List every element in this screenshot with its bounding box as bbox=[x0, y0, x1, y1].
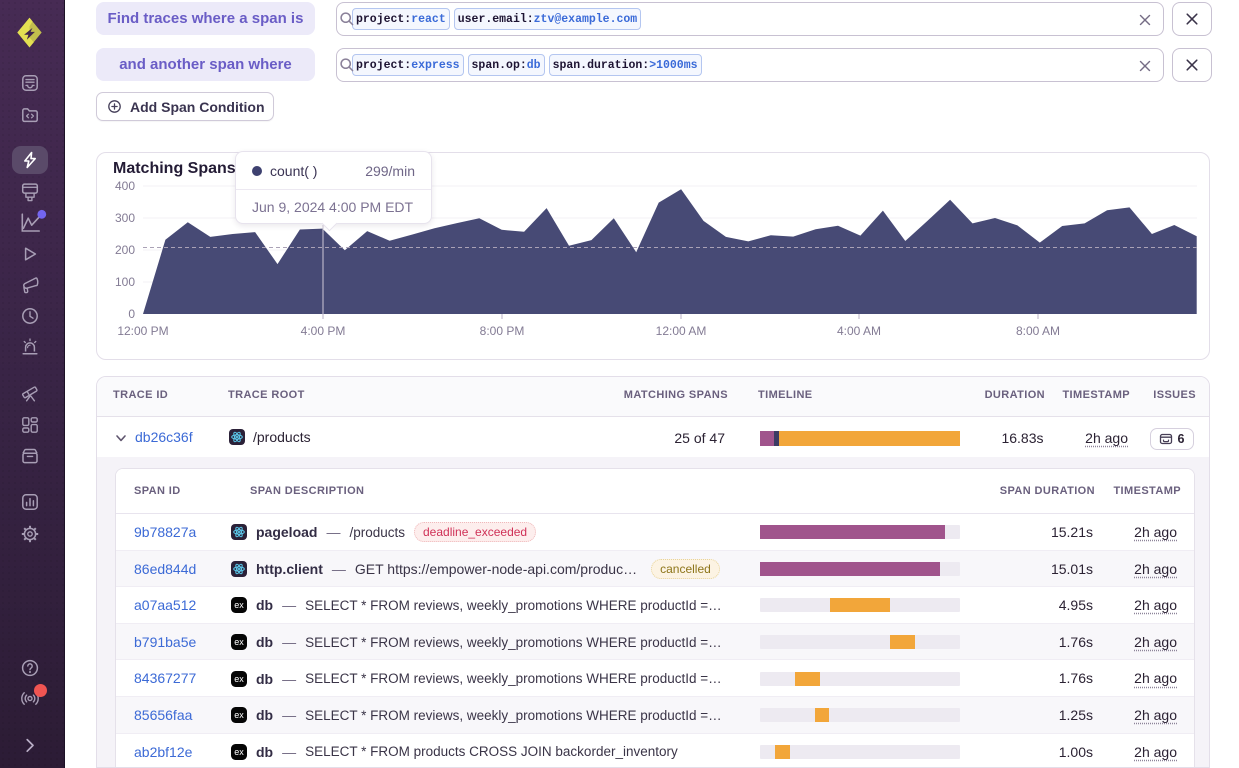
svg-text:ex: ex bbox=[234, 710, 244, 720]
svg-text:ex: ex bbox=[234, 674, 244, 684]
svg-text:ex: ex bbox=[234, 601, 244, 611]
svg-text:ex: ex bbox=[234, 637, 244, 647]
svg-text:ex: ex bbox=[234, 747, 244, 757]
